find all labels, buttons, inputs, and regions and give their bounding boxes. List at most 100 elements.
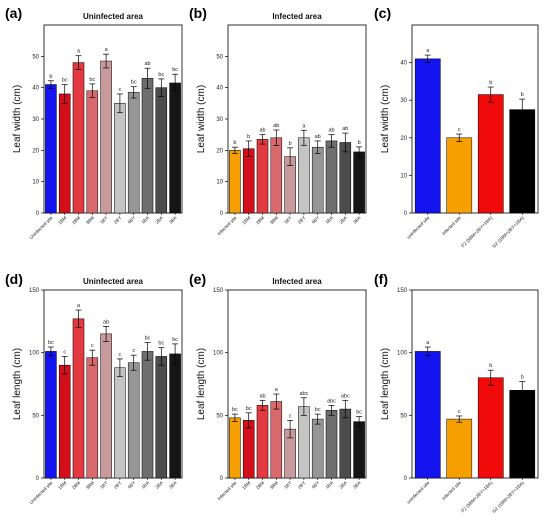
- significance-label: ab: [315, 134, 321, 140]
- panel-c: (c) 0 10 20 30 40 Leaf width (cm) a uninfected s…: [374, 5, 539, 249]
- bar: [169, 82, 181, 214]
- bar: [414, 58, 441, 214]
- y-tick-label: 20: [32, 148, 39, 154]
- x-tick-label: 2BM: [255, 215, 265, 225]
- significance-label: bc: [158, 341, 164, 347]
- significance-label: c: [91, 343, 94, 349]
- y-tick-label: 50: [216, 54, 223, 60]
- y-tick-label: 0: [36, 476, 40, 482]
- bar: [325, 140, 338, 214]
- y-tick-label: 30: [32, 117, 39, 123]
- y-tick-label: 30: [216, 117, 223, 123]
- significance-label: ab: [273, 123, 279, 129]
- significance-label: bc: [48, 340, 54, 346]
- bar: [446, 137, 473, 214]
- significance-label: a: [77, 303, 81, 309]
- y-tick-label: 0: [36, 211, 40, 217]
- bar: [100, 60, 112, 214]
- bar: [127, 362, 140, 479]
- panel-title: Infected area: [272, 12, 322, 21]
- bar: [242, 148, 255, 214]
- panel-a: (a) Uninfected area 0 10 20 30 40 50 Leaf width …: [5, 5, 183, 240]
- bar: [155, 87, 168, 214]
- bar: [45, 351, 57, 479]
- x-tick-label: 3BM: [269, 480, 279, 490]
- panel-title: Uninfected area: [83, 277, 144, 286]
- significance-label: c: [458, 409, 461, 415]
- y-tick-label: 10: [216, 180, 223, 186]
- significance-label: b: [521, 374, 524, 380]
- bar: [339, 142, 352, 214]
- x-tick-label: 3BA: [168, 215, 178, 225]
- x-tick-label: 1BA: [325, 480, 335, 490]
- panel-f: (f) 0 50 100 150 Leaf length (cm) a uninfected …: [374, 271, 539, 514]
- significance-label: ab: [342, 126, 348, 132]
- significance-label: bc: [172, 337, 178, 343]
- panel-label: (a): [5, 5, 22, 21]
- significance-label: bc: [89, 77, 95, 83]
- x-tick-label: 4BY: [127, 480, 137, 490]
- y-tick-label: 50: [32, 54, 39, 60]
- x-tick-label: Infected site: [217, 215, 238, 236]
- x-tick-label: 2BA: [154, 480, 164, 490]
- x-tick-label: 1BY: [283, 215, 293, 225]
- y-tick-label: 100: [29, 351, 40, 357]
- x-tick-label: G2 (1BM+2BY+1BA): [491, 215, 525, 249]
- significance-label: abc: [341, 393, 350, 399]
- significance-label: abc: [299, 391, 308, 397]
- significance-label: c: [63, 349, 66, 355]
- y-tick-label: 10: [32, 180, 39, 186]
- panel-b: (b) Infected area 0 10 20 30 40 50 Leaf width (c…: [189, 5, 367, 236]
- x-tick-label: 2BA: [338, 480, 348, 490]
- y-tick-label: 100: [213, 351, 224, 357]
- x-tick-label: G2 (1BM+2BY+1BA): [491, 480, 525, 514]
- bar: [127, 92, 140, 214]
- significance-label: c: [119, 352, 122, 358]
- bar: [270, 137, 283, 214]
- significance-label: bc: [356, 410, 362, 416]
- bar: [270, 401, 283, 479]
- y-tick-label: 150: [397, 288, 408, 294]
- x-tick-label: 3BM: [85, 480, 95, 490]
- x-tick-label: 1BY: [99, 215, 109, 225]
- significance-label: a: [77, 49, 81, 55]
- significance-label: b: [489, 363, 492, 369]
- x-tick-label: uninfected site: [406, 215, 431, 240]
- y-axis-label: Leaf length (cm): [380, 348, 391, 420]
- significance-label: bc: [246, 406, 252, 412]
- x-tick-label: infected site: [441, 215, 462, 236]
- x-tick-label: infected site: [441, 480, 462, 501]
- y-tick-label: 20: [400, 136, 407, 142]
- x-tick-label: 1BY: [99, 480, 109, 490]
- bar: [58, 93, 71, 214]
- bar: [242, 420, 255, 479]
- plot-frame: [411, 24, 539, 214]
- panel-label: (c): [374, 5, 391, 21]
- bar: [100, 333, 112, 479]
- y-tick-label: 40: [216, 86, 223, 92]
- x-tick-label: 2BY: [113, 215, 123, 225]
- bar: [155, 356, 168, 479]
- x-tick-label: F2 (5BM+2BY+1BA): [460, 480, 493, 513]
- bar: [256, 405, 269, 479]
- x-tick-label: 3BM: [85, 215, 95, 225]
- x-tick-label: 4BY: [311, 480, 321, 490]
- y-tick-label: 150: [29, 288, 40, 294]
- x-tick-label: uninfected site: [406, 480, 431, 505]
- bar: [446, 418, 473, 479]
- x-tick-label: 4BY: [127, 215, 137, 225]
- x-tick-label: F2 (5BM+2BY+1BA): [460, 215, 493, 248]
- bar: [311, 146, 324, 214]
- significance-label: c: [132, 348, 135, 354]
- x-tick-label: 2BM: [71, 480, 81, 490]
- significance-label: a: [105, 47, 109, 53]
- significance-label: b: [247, 134, 250, 140]
- bar: [229, 150, 241, 214]
- y-tick-label: 50: [216, 413, 223, 419]
- significance-label: c: [289, 413, 292, 419]
- significance-label: bc: [131, 80, 137, 86]
- y-tick-label: 10: [400, 173, 407, 179]
- bar: [353, 151, 365, 214]
- panel-title: Uninfected area: [83, 12, 144, 21]
- y-tick-label: 100: [397, 351, 408, 357]
